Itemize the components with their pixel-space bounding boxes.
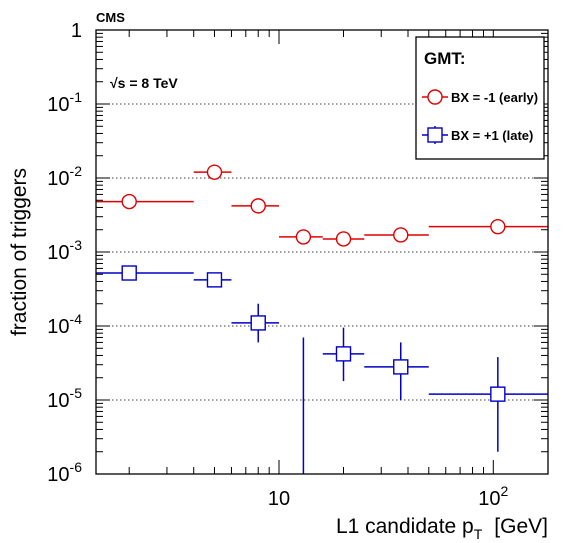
data-point xyxy=(490,218,506,235)
legend-label: BX = +1 (late) xyxy=(451,128,533,143)
data-point xyxy=(393,359,409,375)
x-axis-title-main: L1 candidate p xyxy=(336,515,474,538)
data-point xyxy=(206,272,223,288)
experiment-label: CMS xyxy=(96,10,125,25)
y-tick-label: 10-4 xyxy=(47,311,82,338)
legend-marker xyxy=(427,89,443,105)
series-layer xyxy=(96,164,548,474)
y-tick-label: 1 xyxy=(71,20,82,42)
data-point xyxy=(490,386,506,402)
y-tick-label: 10-2 xyxy=(47,163,82,190)
energy-label: √s = 8 TeV xyxy=(110,75,178,91)
data-point xyxy=(295,229,312,245)
data-point xyxy=(206,164,223,180)
legend-title: GMT: xyxy=(424,49,466,68)
data-point xyxy=(335,346,352,362)
y-tick-label: 10-5 xyxy=(47,385,82,412)
data-point xyxy=(250,198,266,214)
legend-label: BX = -1 (early) xyxy=(451,90,538,105)
data-point xyxy=(250,315,266,331)
legend: GMT: BX = -1 (early) BX = +1 (late) xyxy=(415,36,545,160)
y-axis-title: fraction of triggers xyxy=(8,168,31,336)
x-tick-label: 10 xyxy=(268,488,290,510)
data-point xyxy=(335,231,352,247)
x-axis-title-unit: [GeV] xyxy=(494,515,548,538)
y-tick-label: 10-1 xyxy=(47,89,82,116)
x-axis-title: L1 candidate pT [GeV] xyxy=(336,515,548,542)
y-tick-label: 10-6 xyxy=(47,459,82,486)
y-tick-label: 10-3 xyxy=(47,237,82,264)
legend-entries: BX = -1 (early) BX = +1 (late) xyxy=(422,89,538,144)
labels-layer: CMS √s = 8 TeV fraction of triggers L1 c… xyxy=(8,10,548,542)
x-axis-title-subscript: T xyxy=(474,526,483,542)
series-late xyxy=(96,265,548,474)
ticks-layer xyxy=(96,29,548,475)
legend-marker xyxy=(427,127,443,143)
x-tick-label: 102 xyxy=(478,483,508,510)
data-point xyxy=(393,227,409,243)
data-point xyxy=(121,193,137,210)
data-point xyxy=(121,265,137,281)
series-early xyxy=(96,164,548,247)
